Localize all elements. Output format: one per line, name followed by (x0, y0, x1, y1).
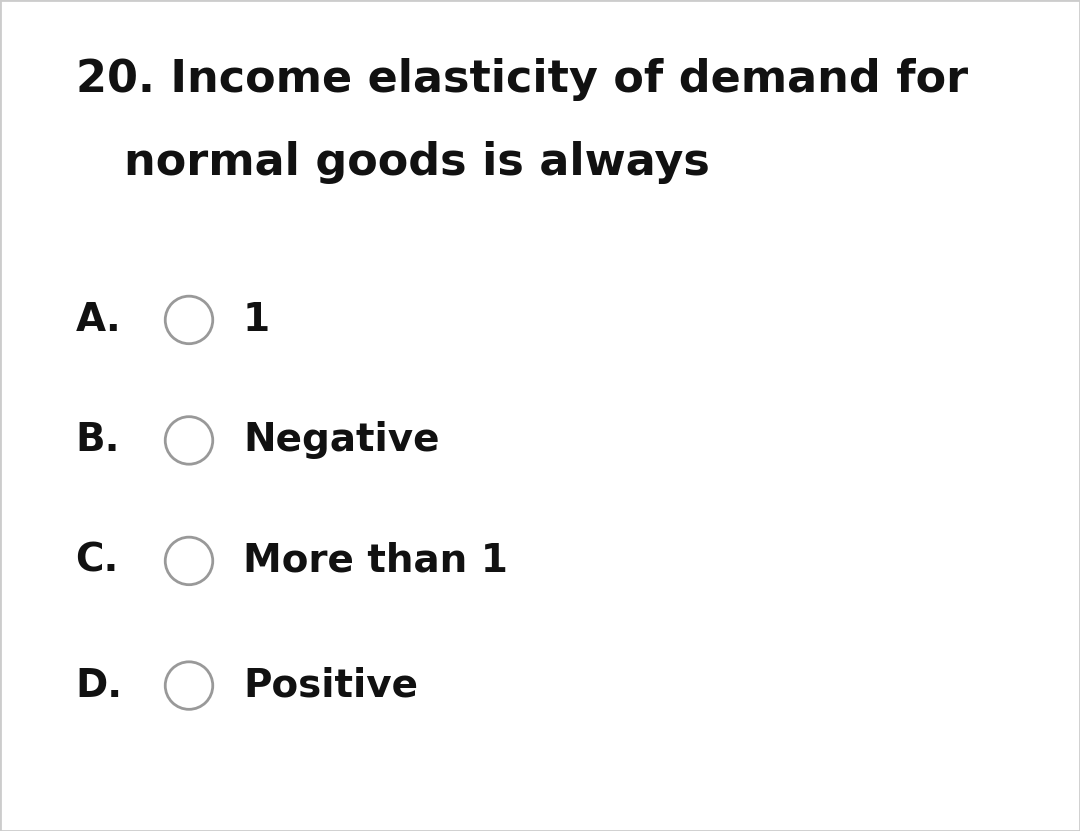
Text: 1: 1 (243, 301, 270, 339)
Text: normal goods is always: normal goods is always (124, 141, 710, 184)
Text: C.: C. (76, 542, 119, 580)
Text: A.: A. (76, 301, 121, 339)
Text: B.: B. (76, 421, 120, 460)
Text: D.: D. (76, 666, 123, 705)
Text: Positive: Positive (243, 666, 418, 705)
Text: More than 1: More than 1 (243, 542, 508, 580)
Text: Negative: Negative (243, 421, 440, 460)
Text: 20. Income elasticity of demand for: 20. Income elasticity of demand for (76, 58, 968, 101)
